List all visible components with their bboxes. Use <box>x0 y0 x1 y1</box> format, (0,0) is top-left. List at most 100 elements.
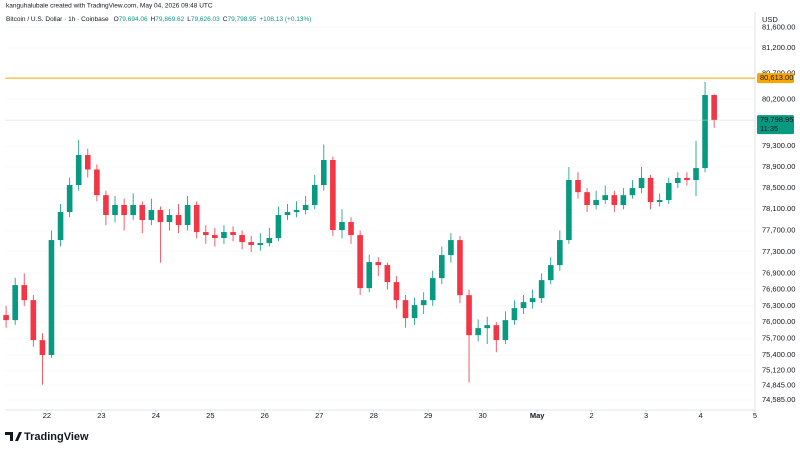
candle-body <box>248 242 254 246</box>
candle <box>94 164 100 202</box>
candle-body <box>284 212 291 216</box>
candle-body <box>320 160 327 186</box>
candle-body <box>647 177 654 203</box>
candle <box>348 217 354 244</box>
candle <box>166 209 173 231</box>
candle <box>212 227 218 247</box>
candle-body <box>193 205 200 233</box>
ohlc-label: O <box>114 16 119 23</box>
x-tick-label: 23 <box>97 411 105 420</box>
candle <box>665 177 672 204</box>
candle <box>157 206 164 263</box>
candle <box>429 270 436 306</box>
y-tick-label: 75,120.00 <box>762 365 795 374</box>
candle <box>693 140 699 197</box>
candle <box>57 203 64 247</box>
logo: TradingView <box>5 431 89 443</box>
candle-body <box>184 205 191 226</box>
candle-body <box>457 240 463 296</box>
candle-body <box>103 195 109 216</box>
candle <box>611 190 618 212</box>
candle <box>66 177 73 218</box>
y-tick-label: 76,300.00 <box>762 301 795 310</box>
candle <box>711 94 717 128</box>
candle <box>448 233 454 263</box>
last-price-label: 79,798.95 <box>760 115 793 124</box>
ohlc-value: 79,694.06 <box>119 16 148 23</box>
candle-body <box>275 215 282 239</box>
x-tick-label: 28 <box>370 411 378 420</box>
candle-body <box>139 205 146 221</box>
x-tick-label: 26 <box>261 411 269 420</box>
candle-body <box>21 285 28 301</box>
candle-body <box>466 295 472 336</box>
candle-body <box>112 205 118 216</box>
candle-body <box>429 278 436 301</box>
x-tick-label: 30 <box>478 411 486 420</box>
candle <box>130 193 136 220</box>
logo-icon <box>5 432 22 441</box>
candle-body <box>75 155 82 186</box>
candle-body <box>520 302 527 309</box>
candle <box>230 226 236 242</box>
candle-body <box>239 235 245 243</box>
candle-body <box>66 185 73 213</box>
ohlc-value: 79,626.03 <box>191 16 220 23</box>
candle <box>75 139 82 191</box>
candle-body <box>302 205 309 211</box>
candle <box>139 201 146 234</box>
candle <box>402 294 409 328</box>
countdown: 11:35 <box>760 124 778 133</box>
candle <box>493 322 500 353</box>
x-tick-label: May <box>530 411 545 420</box>
candle-body <box>484 325 490 329</box>
x-tick-label: 24 <box>152 411 160 420</box>
currency: USD <box>762 15 778 24</box>
candle-body <box>84 155 91 170</box>
candle-body <box>684 177 690 181</box>
candle <box>184 196 191 231</box>
candle <box>48 230 55 358</box>
candle-body <box>48 240 55 355</box>
candle-body <box>656 200 663 203</box>
candle <box>112 196 118 223</box>
candle <box>475 319 481 342</box>
candle <box>529 289 536 309</box>
y-tick-label: 75,700.00 <box>762 334 795 343</box>
candle-body <box>39 340 46 355</box>
ohlc-label: C <box>223 16 228 23</box>
symbol-line: Bitcoin / U.S. Dollar · 1h · Coinbase O79… <box>6 16 311 23</box>
candle-body <box>366 262 373 289</box>
candle-body <box>475 328 481 336</box>
candle <box>647 174 654 210</box>
candle-body <box>665 183 672 201</box>
candle <box>566 167 572 244</box>
candle-body <box>94 169 100 196</box>
candle <box>366 254 373 293</box>
candle-body <box>702 95 708 169</box>
candle <box>3 305 9 328</box>
y-tick-label: 74,845.00 <box>762 381 795 390</box>
change: +108.13 (+0.13%) <box>259 16 311 23</box>
candle <box>439 246 445 285</box>
y-tick-label: 77,700.00 <box>762 225 795 234</box>
candle-body <box>611 195 618 206</box>
candle <box>21 273 28 306</box>
candle <box>629 180 636 199</box>
x-tick-label: 5 <box>753 411 757 420</box>
candle-body <box>629 188 636 196</box>
candle <box>593 190 599 210</box>
candle-body <box>230 232 236 236</box>
candle <box>30 294 37 347</box>
candle <box>393 276 400 309</box>
candle <box>103 190 109 226</box>
candle-body <box>175 215 182 226</box>
candle <box>520 294 527 314</box>
candle <box>411 297 418 325</box>
last-price-box <box>757 115 794 135</box>
logo-text: TradingView <box>24 431 89 443</box>
candle-body <box>502 320 509 341</box>
candle-body <box>311 185 318 206</box>
